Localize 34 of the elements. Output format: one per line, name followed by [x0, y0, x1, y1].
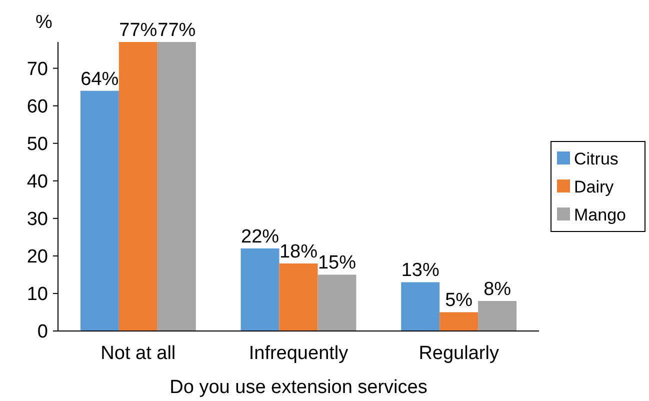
y-tick-label: 70: [26, 58, 48, 80]
y-tick-label: 0: [37, 322, 48, 343]
legend-label: Dairy: [574, 177, 614, 196]
data-label: 64%: [80, 68, 119, 90]
bar: [118, 42, 158, 331]
y-tick-label: 40: [26, 172, 48, 193]
x-tick-label: Infrequently: [248, 343, 349, 364]
bar: [440, 312, 478, 331]
legend-label: Mango: [574, 205, 626, 224]
y-tick-label: 30: [26, 209, 48, 230]
y-axis-title: %: [36, 12, 53, 33]
data-label: 15%: [318, 252, 356, 274]
data-label: 5%: [445, 290, 473, 312]
y-tick-label: 20: [26, 246, 48, 268]
data-label: 8%: [484, 278, 512, 300]
y-tick-label: 60: [26, 96, 48, 118]
data-label: 77%: [158, 20, 196, 41]
bar: [157, 42, 196, 331]
bar: [478, 300, 517, 331]
data-label: 13%: [401, 260, 440, 282]
bar: [279, 263, 318, 331]
x-tick-label: Regularly: [418, 343, 500, 364]
bar: [240, 248, 280, 331]
x-tick-label: Not at all: [100, 343, 176, 364]
x-axis-title: Do you use extension services: [170, 377, 428, 398]
data-label: 77%: [119, 20, 158, 41]
bar: [318, 274, 356, 331]
data-label: 22%: [241, 226, 280, 248]
y-tick-label: 10: [26, 284, 48, 306]
bar: [401, 282, 440, 331]
legend-label: Citrus: [574, 149, 618, 168]
data-label: 18%: [279, 241, 318, 262]
bar: [80, 90, 119, 331]
y-tick-label: 50: [26, 134, 48, 155]
